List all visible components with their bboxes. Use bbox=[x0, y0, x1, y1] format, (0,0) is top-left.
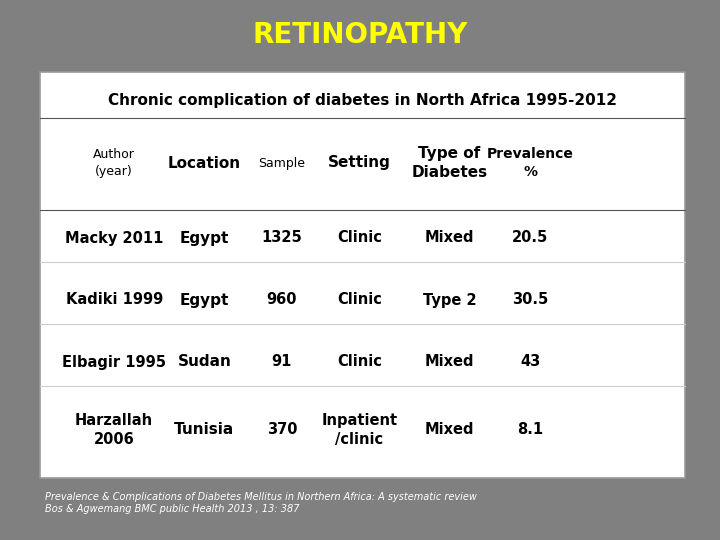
Text: Clinic: Clinic bbox=[337, 293, 382, 307]
Text: Mixed: Mixed bbox=[425, 231, 474, 246]
Text: 91: 91 bbox=[271, 354, 292, 369]
Text: Mixed: Mixed bbox=[425, 422, 474, 437]
Text: Clinic: Clinic bbox=[337, 354, 382, 369]
Text: Setting: Setting bbox=[328, 156, 391, 171]
Text: Macky 2011: Macky 2011 bbox=[65, 231, 163, 246]
Text: 43: 43 bbox=[520, 354, 540, 369]
Text: Author
(year): Author (year) bbox=[93, 148, 135, 178]
Text: Type of
Diabetes: Type of Diabetes bbox=[412, 146, 487, 180]
Text: Location: Location bbox=[168, 156, 241, 171]
Text: Kadiki 1999: Kadiki 1999 bbox=[66, 293, 163, 307]
Text: Sample: Sample bbox=[258, 157, 305, 170]
Text: Prevalence & Complications of Diabetes Mellitus in Northern Africa: A systematic: Prevalence & Complications of Diabetes M… bbox=[45, 492, 477, 514]
Text: Mixed: Mixed bbox=[425, 354, 474, 369]
Text: Type 2: Type 2 bbox=[423, 293, 477, 307]
Text: Egypt: Egypt bbox=[180, 231, 229, 246]
Text: Sudan: Sudan bbox=[178, 354, 231, 369]
Text: Harzallah
2006: Harzallah 2006 bbox=[75, 413, 153, 447]
Text: Tunisia: Tunisia bbox=[174, 422, 235, 437]
Text: RETINOPATHY: RETINOPATHY bbox=[252, 21, 468, 49]
FancyBboxPatch shape bbox=[40, 72, 685, 478]
Text: 960: 960 bbox=[266, 293, 297, 307]
Text: Inpatient
/clinic: Inpatient /clinic bbox=[321, 413, 397, 447]
Text: Egypt: Egypt bbox=[180, 293, 229, 307]
Text: Chronic complication of diabetes in North Africa 1995-2012: Chronic complication of diabetes in Nort… bbox=[108, 92, 617, 107]
Text: Prevalence
%: Prevalence % bbox=[487, 147, 574, 179]
Text: Clinic: Clinic bbox=[337, 231, 382, 246]
Text: Elbagir 1995: Elbagir 1995 bbox=[62, 354, 166, 369]
Text: 30.5: 30.5 bbox=[512, 293, 549, 307]
Text: 1325: 1325 bbox=[261, 231, 302, 246]
Text: 370: 370 bbox=[266, 422, 297, 437]
Text: 20.5: 20.5 bbox=[512, 231, 549, 246]
Text: 8.1: 8.1 bbox=[517, 422, 544, 437]
